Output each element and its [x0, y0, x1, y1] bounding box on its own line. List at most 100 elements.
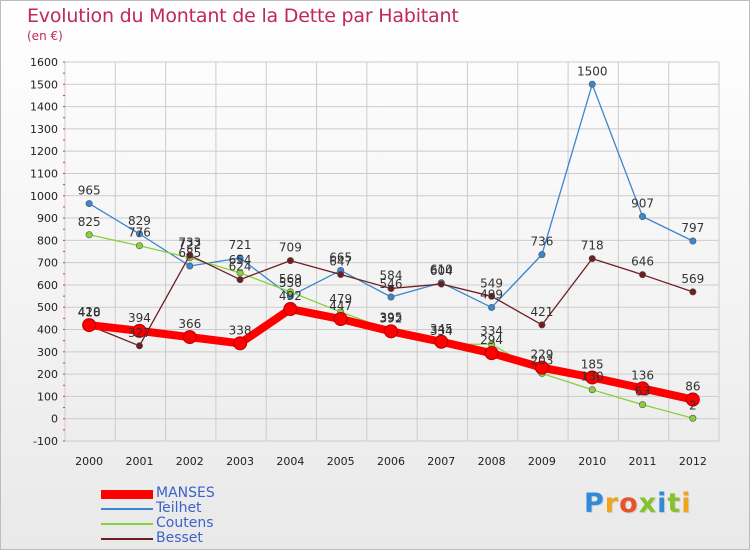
data-label: 203 [530, 353, 553, 367]
data-label: 721 [229, 238, 252, 252]
x-tick-label: 2011 [629, 455, 657, 468]
x-tick-label: 2005 [327, 455, 355, 468]
legend-swatch [101, 538, 153, 540]
data-point-besset [689, 288, 697, 296]
data-label: 829 [128, 214, 151, 228]
y-tick-label: 800 [37, 234, 58, 247]
y-tick-label: 700 [37, 257, 58, 270]
data-label: 549 [480, 276, 503, 290]
y-tick-label: 400 [37, 324, 58, 337]
data-point-besset [387, 285, 395, 293]
chart-title: Evolution du Montant de la Dette par Hab… [27, 5, 459, 27]
data-label: 492 [279, 289, 302, 303]
chart-subtitle: (en €) [27, 29, 63, 43]
legend-swatch [101, 490, 153, 499]
data-point-manses [685, 392, 700, 407]
data-point-manses [585, 370, 600, 385]
data-label: 610 [430, 263, 453, 277]
proxiti-logo: Proxiti [584, 488, 692, 519]
data-point-coutens [85, 231, 93, 239]
x-tick-label: 2004 [276, 455, 304, 468]
data-label: 1500 [577, 64, 608, 78]
x-tick-label: 2010 [578, 455, 606, 468]
data-point-besset [488, 292, 496, 300]
data-label: 366 [178, 317, 201, 331]
data-label: 685 [178, 246, 201, 260]
data-label: 229 [530, 348, 553, 362]
legend-swatch [101, 508, 153, 510]
data-label: 345 [430, 322, 453, 336]
data-label: 624 [229, 260, 252, 274]
data-point-coutens [689, 414, 697, 422]
data-label: 965 [78, 184, 101, 198]
x-tick-label: 2003 [226, 455, 254, 468]
y-tick-label: 1200 [30, 145, 58, 158]
x-tick-label: 2006 [377, 455, 405, 468]
data-label: 185 [581, 357, 604, 371]
y-tick-label: 0 [51, 413, 58, 426]
legend-swatch [101, 523, 153, 525]
data-point-manses [384, 324, 398, 339]
y-tick-label: 900 [37, 212, 58, 225]
data-point-manses [283, 302, 298, 317]
data-label: 86 [685, 380, 700, 394]
data-point-teilhet [236, 254, 244, 262]
data-label: 604 [430, 264, 453, 278]
data-point-besset [286, 257, 294, 265]
legend-item-manses: MANSES [101, 485, 361, 501]
data-point-besset [639, 271, 647, 279]
data-label: 294 [480, 333, 503, 347]
data-point-manses [484, 346, 499, 361]
data-label: 736 [530, 235, 553, 249]
data-point-besset [337, 270, 345, 278]
data-point-manses [82, 318, 97, 333]
y-tick-label: 500 [37, 301, 58, 314]
data-label: 479 [329, 292, 352, 306]
data-label: 776 [128, 226, 151, 240]
y-tick-label: 1100 [30, 167, 58, 180]
data-label: 654 [229, 253, 252, 267]
data-label: 718 [581, 239, 604, 253]
data-label: 647 [329, 254, 352, 268]
data-point-manses [233, 336, 248, 351]
data-label: 709 [279, 241, 302, 255]
y-tick-label: 1400 [30, 101, 58, 114]
x-tick-label: 2001 [125, 455, 153, 468]
data-point-teilhet [588, 80, 596, 88]
legend-item-coutens: Coutens [101, 515, 361, 531]
data-label: 130 [581, 370, 604, 384]
y-tick-label: 1000 [30, 190, 58, 203]
data-label: 569 [681, 272, 704, 286]
y-tick-label: 300 [37, 346, 58, 359]
x-tick-label: 2000 [75, 455, 103, 468]
data-point-besset [437, 280, 445, 288]
data-label: 646 [631, 255, 654, 269]
y-tick-label: 1500 [30, 78, 58, 91]
data-label: 418 [78, 306, 101, 320]
data-label: 334 [430, 324, 453, 338]
data-point-teilhet [488, 303, 496, 311]
data-label: 334 [480, 324, 503, 338]
data-point-besset [186, 251, 194, 259]
data-point-besset [236, 276, 244, 284]
data-point-coutens [639, 401, 647, 409]
data-label: 2 [689, 398, 697, 412]
data-label: 907 [631, 196, 654, 210]
data-label: 546 [380, 277, 403, 291]
data-label: 733 [178, 235, 201, 249]
data-label: 825 [78, 215, 101, 229]
data-point-besset [135, 342, 143, 350]
data-label: 550 [279, 276, 302, 290]
data-point-teilhet [85, 200, 93, 208]
x-tick-label: 2009 [528, 455, 556, 468]
y-tick-label: 200 [37, 368, 58, 381]
y-tick-label: 100 [37, 390, 58, 403]
data-point-teilhet [387, 293, 395, 301]
data-label: 447 [329, 299, 352, 313]
data-label: 569 [279, 272, 302, 286]
data-point-teilhet [689, 237, 697, 245]
data-label: 392 [380, 311, 403, 325]
data-point-manses [434, 334, 449, 349]
